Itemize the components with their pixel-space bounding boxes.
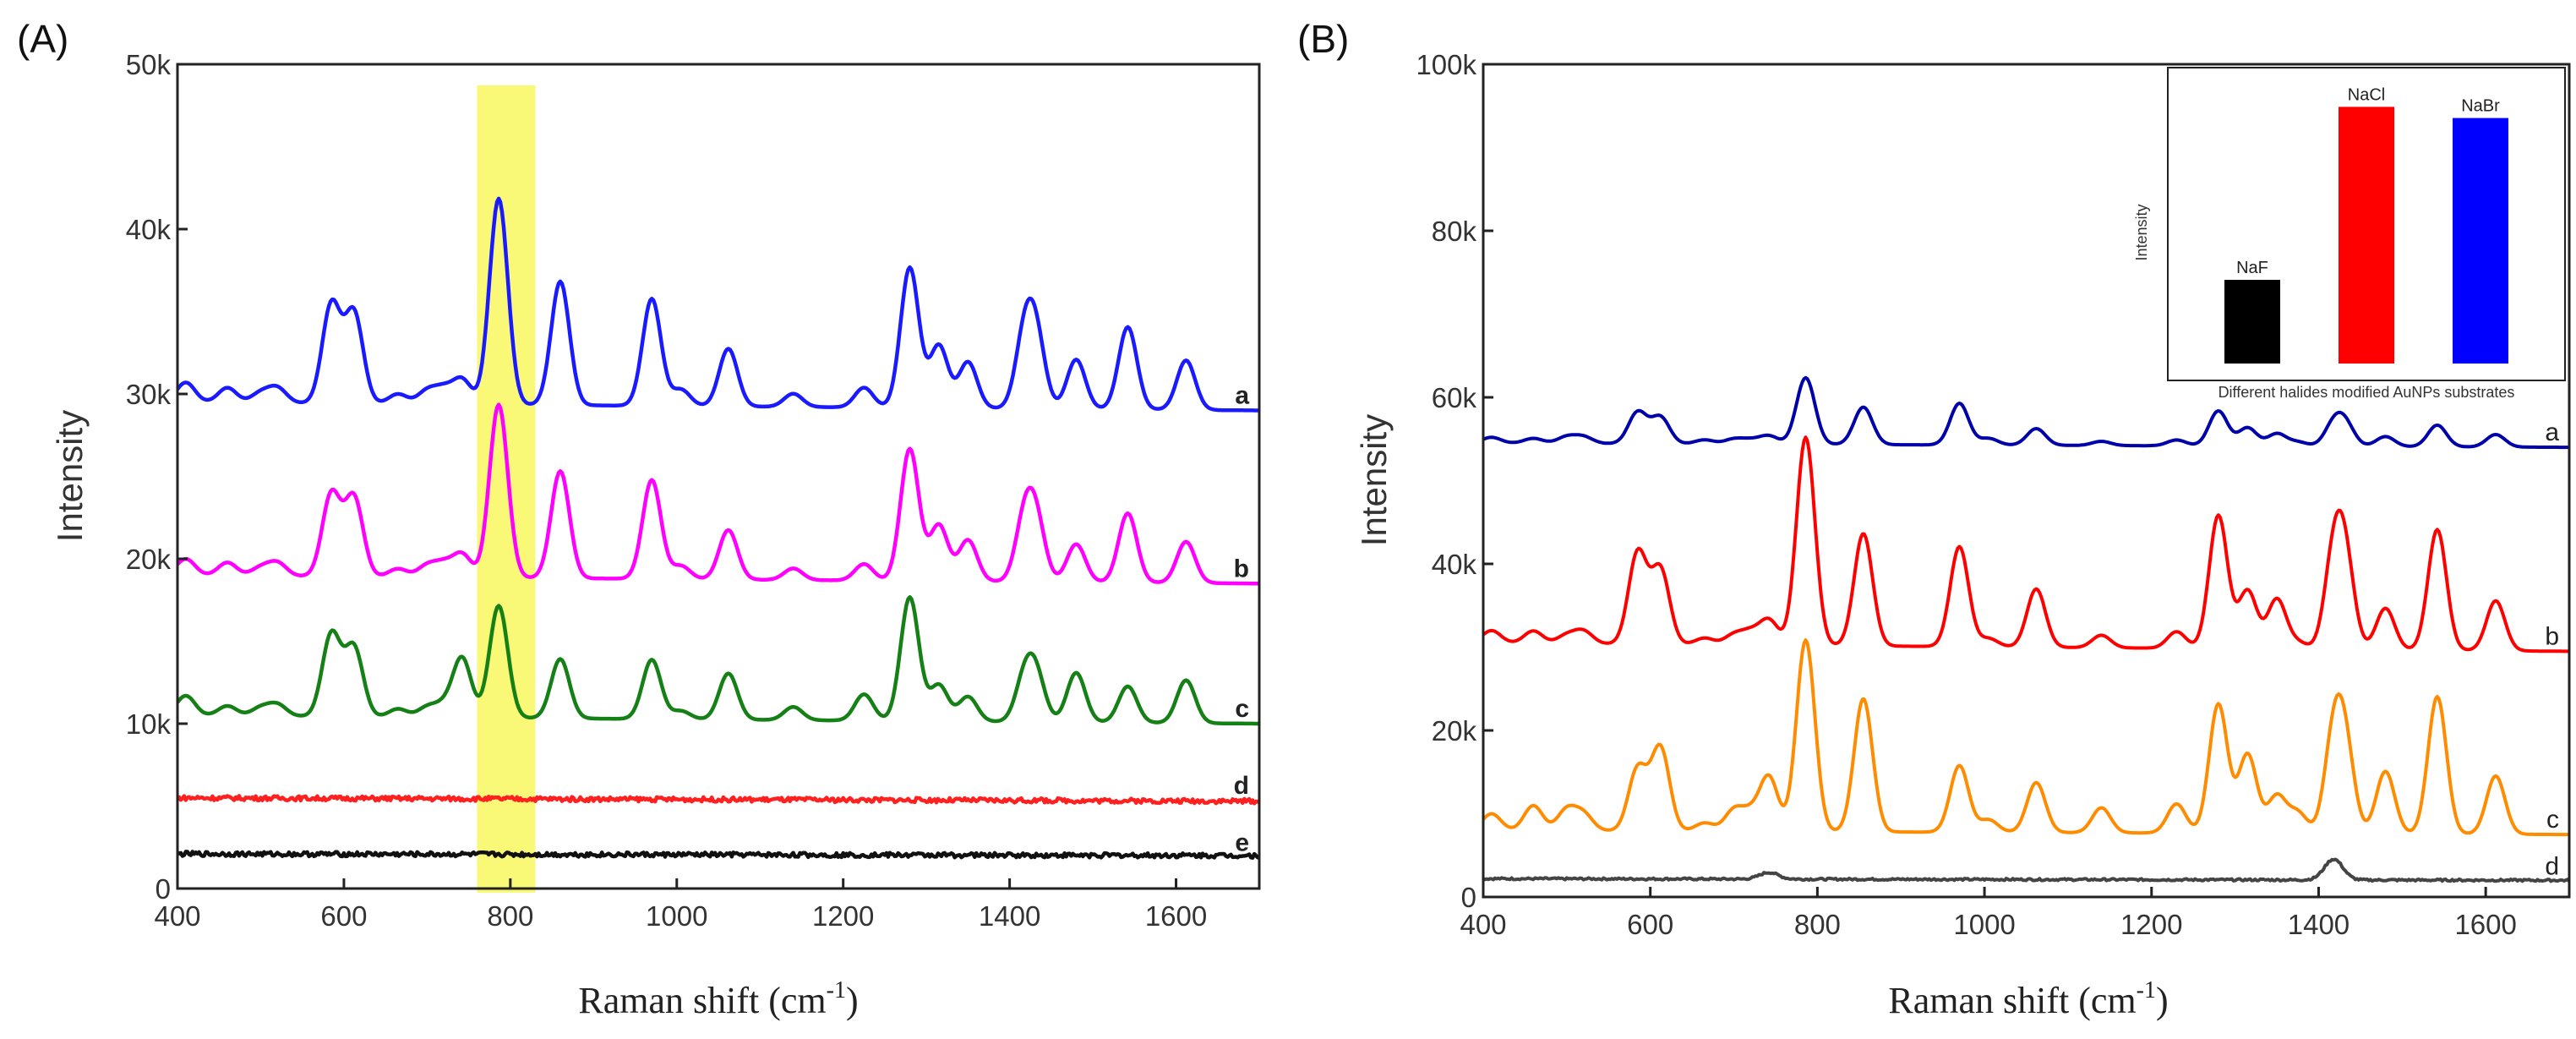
inset-bars: NaF NaCl NaBr (2224, 85, 2508, 364)
x-tick-label: 1600 (2454, 909, 2516, 940)
panel-b-inset-bar-chart: NaF NaCl NaBr Intensity Different halides … (2133, 67, 2566, 401)
y-tick-label: 20k (126, 544, 172, 575)
series-line-b (176, 402, 1260, 586)
panel-b-y-axis-title: Intensity (1354, 414, 1394, 546)
panel-a-series-labels: a b c de (1234, 382, 1250, 857)
x-tick-label: 600 (320, 900, 367, 932)
panel-a-series-group (176, 196, 1261, 860)
panel-b-series-labels: a b cd (2545, 418, 2559, 880)
y-tick-label: 30k (126, 379, 172, 410)
inset-bar-label: NaF (2236, 259, 2268, 277)
inset-x-axis-title: Different halides modified AuNPs substra… (2219, 384, 2515, 401)
x-tick-label: 1000 (1953, 909, 2015, 940)
panel-b-x-axis-title-text: Raman shift (cm (1888, 980, 2136, 1021)
y-tick-label: 40k (1432, 549, 1477, 580)
panel-b-x-axis-title-close: ) (2156, 980, 2169, 1021)
panel-b-plot-frame (1482, 63, 2571, 899)
y-tick-label: 100k (1416, 49, 1476, 80)
series-line-a (176, 196, 1260, 413)
series-label-e: e (1235, 828, 1249, 856)
x-tick-label: 1600 (1145, 900, 1207, 932)
series-line-c (1482, 638, 2569, 837)
panel-a-x-axis-title-text: Raman shift (cm (578, 980, 826, 1021)
x-tick-label: 600 (1627, 909, 1673, 940)
inset-bar-label: NaBr (2461, 97, 2500, 116)
panel-b-x-axis: 400 600 800 1000 1200 1400 1600 (1460, 887, 2517, 940)
series-label-d: d (2545, 852, 2559, 880)
series-line-d (177, 794, 1261, 806)
panel-a-x-axis-title-close: ) (846, 980, 859, 1021)
y-tick-label: 50k (126, 49, 172, 80)
series-label-d: d (1234, 772, 1249, 800)
y-tick-label: 60k (1432, 382, 1477, 413)
series-line-a (1482, 375, 2569, 450)
x-tick-label: 800 (487, 900, 533, 932)
series-label-c: c (1235, 695, 1249, 723)
inset-bar-naf (2224, 280, 2280, 364)
y-tick-label: 10k (126, 708, 172, 740)
panel-b-chart: (B) 400 600 800 1000 1200 1400 1600 0 20k 40k 60k… (1297, 17, 2571, 1021)
panel-a-y-axis-title: Intensity (50, 410, 90, 542)
series-label-c: c (2546, 806, 2559, 834)
y-tick-label: 80k (1432, 216, 1477, 247)
x-tick-label: 400 (1460, 909, 1506, 940)
inset-bar-label: NaCl (2348, 85, 2385, 104)
series-label-a: a (1235, 382, 1249, 410)
x-tick-label: 1200 (812, 900, 874, 932)
x-tick-label: 1200 (2120, 909, 2182, 940)
panel-b-y-axis: 0 20k 40k 60k 80k 100k (1416, 49, 1493, 913)
series-line-d (1482, 857, 2571, 883)
series-line-b (1482, 435, 2569, 653)
series-line-c (176, 595, 1260, 726)
series-line-e (176, 850, 1260, 860)
panel-b-x-axis-title-sup: -1 (2137, 977, 2156, 1003)
panel-a-x-axis: 400 600 800 1000 1200 1400 1600 (154, 878, 1207, 932)
inset-bar-nabr (2453, 118, 2508, 364)
panel-a-x-axis-title-sup: -1 (827, 977, 846, 1003)
x-tick-label: 1400 (979, 900, 1040, 932)
x-tick-label: 800 (1794, 909, 1841, 940)
inset-y-axis-title: Intensity (2133, 204, 2150, 260)
panel-a-x-axis-title: Raman shift (cm-1) (578, 977, 858, 1021)
panel-a-chart: (A) 400 600 800 1000 1200 1400 1600 0 10k 20k 30k… (17, 17, 1261, 1021)
x-tick-label: 1000 (646, 900, 707, 932)
panel-a-plot-frame (176, 63, 1261, 890)
y-tick-label: 20k (1432, 715, 1477, 746)
x-tick-label: 400 (154, 900, 200, 932)
panel-b-x-axis-title: Raman shift (cm-1) (1888, 977, 2168, 1021)
inset-bar-nacl (2339, 107, 2394, 364)
y-tick-label: 0 (1461, 882, 1476, 913)
series-label-a: a (2545, 418, 2559, 446)
series-label-b: b (2545, 622, 2559, 650)
y-tick-label: 0 (156, 873, 171, 905)
panel-a-y-axis: 0 10k 20k 30k 40k 50k (126, 49, 188, 905)
panel-b-series-group (1482, 375, 2571, 883)
x-tick-label: 1400 (2288, 909, 2350, 940)
series-label-b: b (1234, 555, 1249, 582)
panel-a-label: (A) (17, 17, 68, 61)
panel-b-label: (B) (1297, 17, 1349, 61)
panel-a-highlight-band (477, 85, 536, 893)
y-tick-label: 40k (126, 214, 172, 245)
